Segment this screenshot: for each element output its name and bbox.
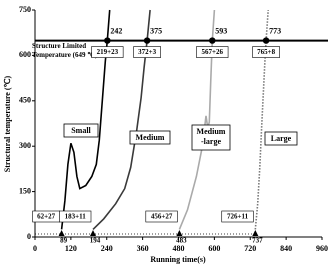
crossing-box (133, 46, 161, 58)
ignition-marker (252, 230, 259, 236)
y-tick-label: 150 (19, 186, 31, 195)
y-tick-label: 0 (27, 232, 31, 241)
ignition-split: 62+27 (37, 213, 55, 221)
limit-label: Structure Limited (32, 42, 86, 50)
crossing-split: 219+23 (97, 48, 119, 56)
y-tick-label: 450 (19, 96, 31, 105)
crossing-split: 372+3 (138, 48, 156, 56)
crossing-time: 375 (150, 26, 162, 35)
x-tick-label: 240 (101, 244, 113, 253)
x-axis-title: Running time(s) (150, 255, 206, 264)
ignition-time: 194 (90, 237, 101, 245)
crossing-point (104, 37, 111, 44)
crossing-point (209, 37, 216, 44)
y-tick-label: 600 (19, 50, 31, 59)
series-label: Large (271, 134, 292, 143)
x-tick-label: 480 (173, 244, 185, 253)
y-tick-label: 300 (19, 141, 31, 150)
y-tick-label: 750 (19, 5, 31, 14)
y-axis-title: Structural temperature (℃) (3, 75, 12, 172)
ignition-time: 483 (176, 237, 187, 245)
series-line (60, 9, 111, 230)
ignition-split: 726+11 (227, 213, 249, 221)
ignition-box (145, 210, 178, 223)
ignition-split: 183+11 (65, 213, 87, 221)
series-label: Medium -large (197, 127, 226, 146)
x-tick-label: 360 (137, 244, 149, 253)
x-tick-label: 960 (316, 244, 328, 253)
series-label: Small (71, 126, 91, 135)
ignition-split: 456+27 (151, 213, 173, 221)
x-tick-label: 0 (33, 244, 37, 253)
crossing-time: 773 (269, 26, 281, 35)
x-tick-label: 120 (65, 244, 77, 253)
series-label-box (129, 130, 171, 145)
crossing-split: 567+26 (202, 48, 224, 56)
crossing-point (143, 37, 151, 44)
series-label-box (191, 124, 231, 151)
x-tick-label: 840 (280, 244, 292, 253)
crossing-point (262, 37, 270, 44)
ignition-box (59, 210, 92, 223)
crossing-split: 765+8 (257, 48, 275, 56)
ignition-box (221, 210, 254, 223)
series-label-box (264, 131, 298, 146)
series-label-box (63, 123, 99, 138)
x-tick-label: 600 (208, 244, 220, 253)
crossing-time: 593 (215, 26, 227, 35)
crossing-box (91, 46, 124, 58)
limit-label: Temperature (649 ℃) (32, 51, 98, 59)
ignition-time: 737 (252, 237, 263, 245)
crossing-time: 242 (110, 26, 122, 35)
series-line (178, 9, 216, 230)
crossing-box (252, 46, 280, 58)
series-label: Medium (136, 133, 165, 142)
ignition-marker (176, 230, 183, 236)
ignition-time: 89 (60, 237, 68, 245)
crossing-box (196, 46, 229, 58)
x-tick-label: 720 (244, 244, 256, 253)
ignition-marker (89, 230, 96, 236)
ignition-marker (58, 230, 65, 236)
